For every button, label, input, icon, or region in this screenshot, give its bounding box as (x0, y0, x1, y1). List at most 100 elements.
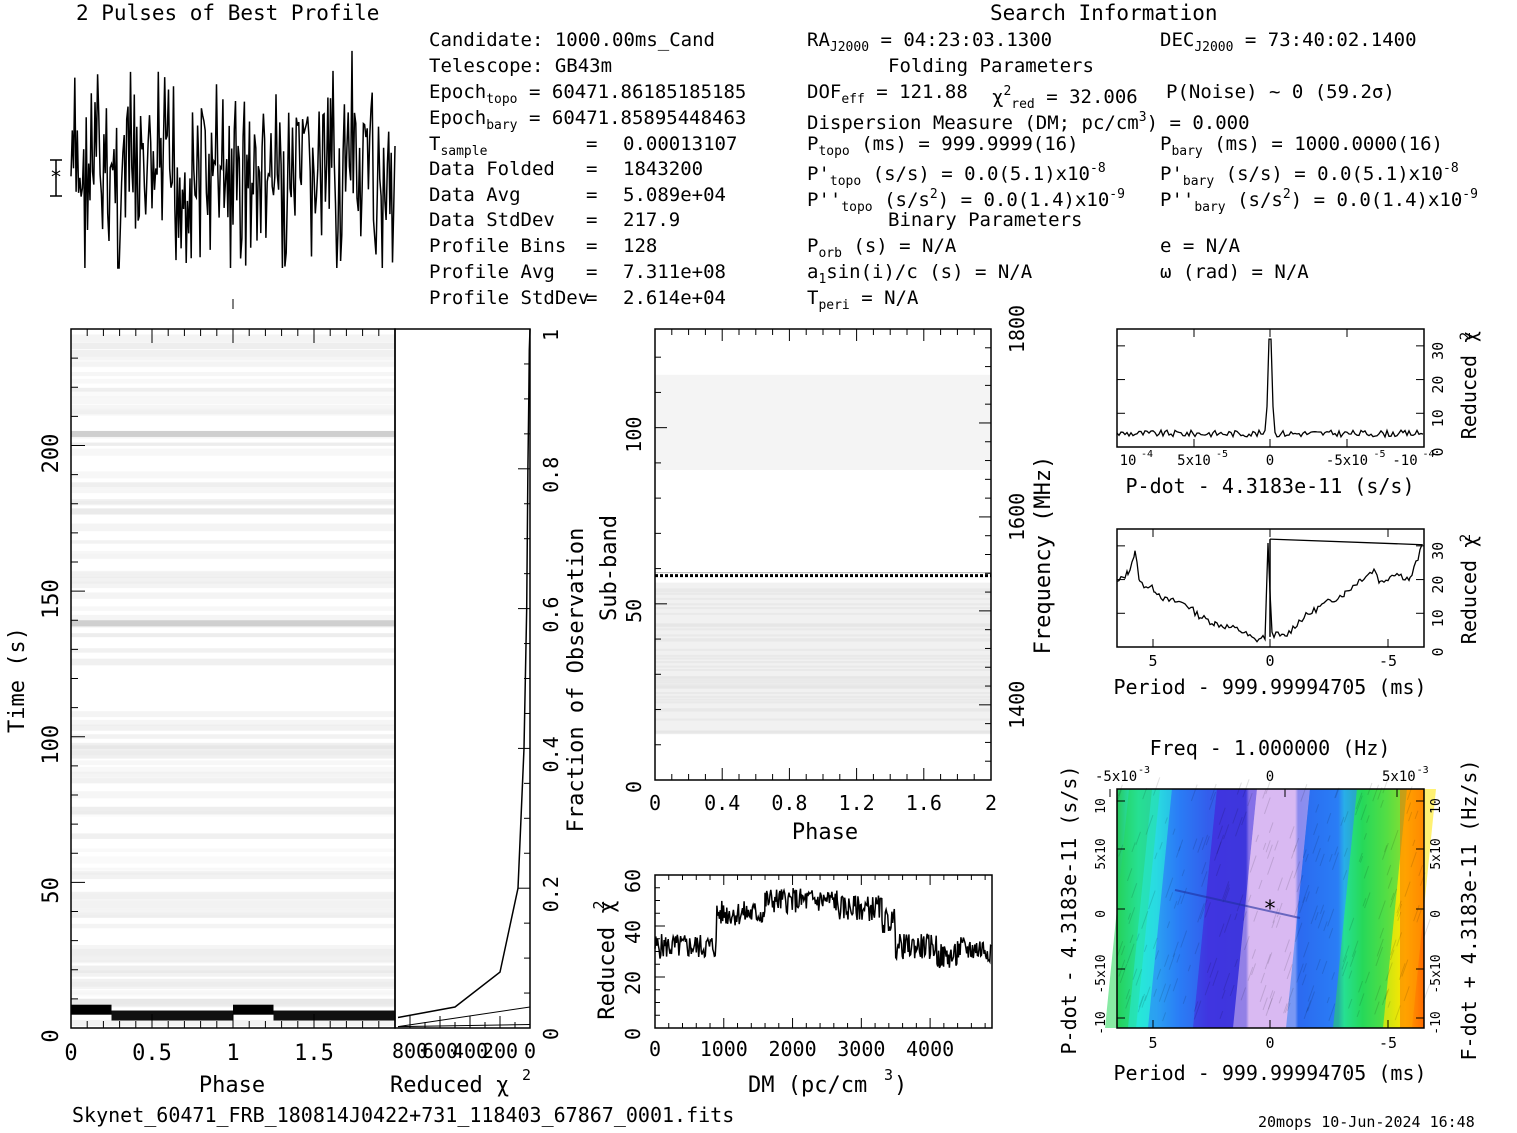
ppdot-streak (1264, 797, 1271, 815)
ppdot-streak (1300, 783, 1308, 802)
subband-row (655, 654, 991, 657)
ppdot-streak (1349, 950, 1357, 967)
ppdot-streak (1217, 825, 1223, 840)
ppdot-streak (1248, 894, 1252, 902)
ppdot-streak (1305, 891, 1310, 902)
subband-row (655, 607, 991, 610)
ppdot-streak (1375, 946, 1384, 967)
subscript: sample (440, 144, 488, 159)
ptopo-line: Ptopo (ms) = 999.9999(16) (807, 133, 1079, 159)
ppdot-streak (1152, 777, 1161, 796)
tick-label: 10 (1094, 798, 1109, 814)
time-row (71, 999, 395, 1005)
candidate-line: Candidate: 1000.00ms_Cand (429, 29, 715, 51)
pdot-line (1116, 338, 1424, 439)
ppdot-streak (1125, 988, 1131, 1000)
ppdot-streak (1390, 892, 1395, 901)
tick-label: 600 (422, 1039, 458, 1063)
subband-row (655, 679, 991, 682)
ppdot-streak (1315, 886, 1319, 894)
ppdot-streak (1319, 904, 1325, 915)
ppdot-streak (1312, 835, 1320, 854)
time-row (71, 372, 395, 377)
data-folded-label: Data Folded (429, 158, 555, 180)
ppdot-streak (1240, 987, 1247, 1001)
subband-row (655, 603, 991, 606)
ppdot-streak (1385, 962, 1393, 982)
pddtopo-unit: (s/s (884, 189, 930, 211)
ppdot-streak (1222, 884, 1230, 903)
ppdot-streak (1208, 791, 1217, 810)
ppdot-streak (1223, 824, 1230, 840)
ppdot-streak (1286, 1002, 1291, 1011)
ppdot-streak (1126, 868, 1133, 882)
ppdot-streak (1180, 930, 1188, 948)
ppdot-streak (1284, 939, 1290, 953)
time-row (71, 711, 395, 718)
label: T (429, 133, 441, 155)
time-row (71, 633, 395, 638)
ppdot-streak (1127, 912, 1131, 920)
subband-row (655, 708, 991, 711)
ppdot-streak (1334, 846, 1339, 856)
ppdot-streak (1293, 837, 1300, 853)
ppdot-streak (1229, 984, 1235, 997)
ppdot-streak (1177, 895, 1182, 906)
tick-label: 200 (39, 434, 64, 474)
ppdot-streak (1386, 864, 1392, 876)
ppdot-streak (1166, 921, 1171, 929)
ppdot-streak (1210, 783, 1217, 801)
ppdot-streak (1116, 941, 1124, 957)
dark-row-segment (111, 1010, 233, 1021)
ra-line: RAJ2000 = 04:23:03.1300 (807, 29, 1053, 55)
subband-row (655, 648, 991, 651)
time-row (71, 508, 395, 515)
time-row (71, 990, 395, 995)
ppdot-streak (1389, 949, 1395, 961)
tick-label: -10 (1392, 453, 1417, 469)
value: 60471.85895448463 (551, 107, 747, 129)
subband-row (655, 686, 991, 689)
ppdot-streak (1236, 894, 1244, 912)
eq-sign: = (586, 209, 598, 231)
time-row (71, 448, 395, 456)
profile-avg-label: Profile Avg (429, 261, 555, 283)
ppdot-streak (1355, 795, 1363, 816)
y-axis-title-sup: 2 (1458, 534, 1474, 542)
ppdot-streak (1278, 996, 1282, 1004)
ppdot-streak (1172, 978, 1179, 992)
ppdot-streak (1119, 963, 1128, 984)
time-row (71, 355, 395, 361)
ppdot-streak (1141, 910, 1149, 929)
y-axis-title-sup: 2 (590, 900, 608, 909)
time-row (71, 956, 395, 961)
tick-label: 5x10 (1094, 838, 1109, 869)
exponent: -9 (1462, 187, 1478, 202)
y-axis-title: P-dot - 4.3183e-11 (s/s) (1057, 766, 1081, 1055)
tick-label: 0.2 (539, 876, 563, 912)
data-stddev-value: 217.9 (623, 209, 681, 231)
ppdot-streak (1247, 966, 1254, 981)
ppdot-streak (1154, 852, 1158, 860)
ppdot-streak (1401, 959, 1409, 977)
ppdot-streak (1351, 940, 1359, 957)
ppdot-streak (1314, 911, 1319, 921)
dm-plot: 0 1000 2000 3000 4000 0 20 40 60 DM (pc/cm 3) Reduc… (590, 869, 993, 1098)
time-row (71, 867, 395, 871)
time-row (71, 945, 395, 951)
ppdot-streak (1206, 962, 1212, 973)
ppdot-streak (1323, 921, 1328, 932)
ppdot-streak (1267, 856, 1275, 875)
ppdot-band (1233, 789, 1310, 1028)
ppdot-streak (1374, 1001, 1380, 1015)
ppdot-streak (1182, 995, 1187, 1005)
pddtopo-value: ) = 0.0(1.4)x10 (937, 189, 1110, 211)
ppdot-band (1148, 789, 1217, 1028)
subband-row (655, 698, 991, 701)
tick-label: 0 (524, 1039, 536, 1063)
ppdot-streak (1276, 902, 1283, 918)
time-row (71, 378, 395, 384)
ppdot-streak (1305, 1000, 1312, 1013)
